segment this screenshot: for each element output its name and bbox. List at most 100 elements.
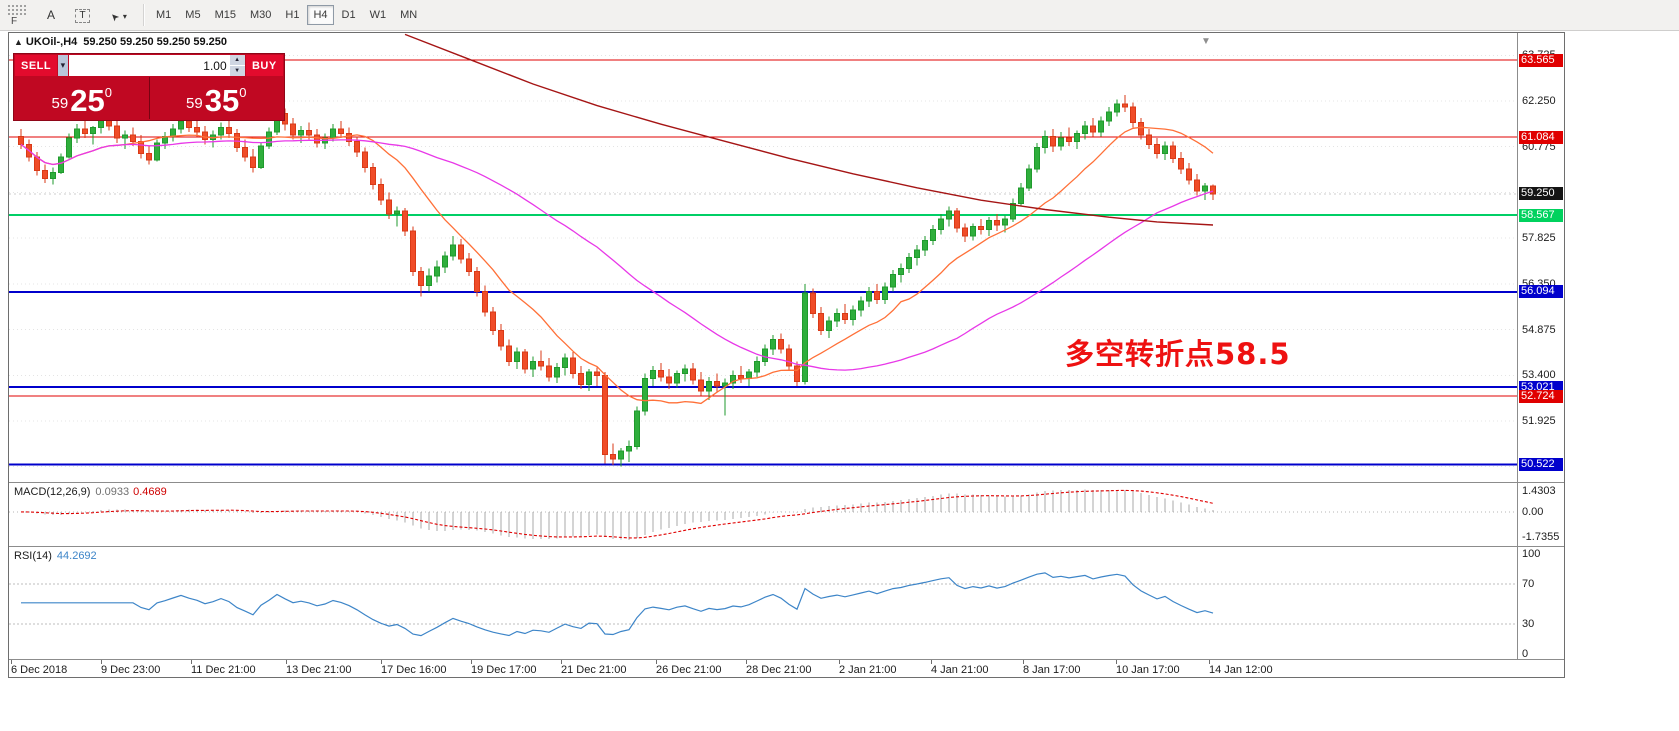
horizontal-level-lines[interactable]	[9, 59, 1517, 466]
time-axis-label: 10 Jan 17:00	[1116, 664, 1180, 676]
volume-decrement-button[interactable]: ▼	[229, 66, 245, 76]
time-tick	[191, 660, 192, 664]
time-tick	[931, 660, 932, 664]
toolbar-grip-icon[interactable]	[7, 4, 27, 15]
time-axis-label: 28 Dec 21:00	[746, 664, 812, 676]
time-tick	[381, 660, 382, 664]
price-chart-svg[interactable]	[9, 33, 1517, 482]
ma-slowest-line	[404, 33, 1214, 226]
timeframe-button-M15[interactable]: M15	[209, 5, 242, 25]
rsi-chart-svg	[9, 572, 1517, 637]
timeframe-button-W1[interactable]: W1	[364, 5, 393, 25]
macd-axis-label: 0.00	[1522, 506, 1544, 518]
price-axis: 63.72562.25060.77557.82556.35054.87553.4…	[1518, 33, 1563, 482]
annotation-text: 多空转折点58.5	[1065, 337, 1291, 371]
text-label-tool-button[interactable]: T	[68, 3, 96, 27]
volume-field: ▲ ▼	[68, 55, 245, 76]
timeframe-button-M30[interactable]: M30	[244, 5, 277, 25]
chart-title: ▲ UKOil-,H4 59.250 59.250 59.250 59.250	[14, 36, 228, 48]
timeframe-button-H4[interactable]: H4	[307, 5, 334, 25]
timeframe-button-M5[interactable]: M5	[179, 5, 206, 25]
timeframe-button-M1[interactable]: M1	[150, 5, 177, 25]
macd-histogram	[28, 489, 1214, 540]
time-tick	[286, 660, 287, 664]
price-axis-label: 54.875	[1522, 323, 1556, 336]
sell-price-button[interactable]: 59 25 0	[51, 83, 112, 118]
ma-slow-line	[20, 139, 1214, 371]
time-tick	[101, 660, 102, 664]
price-badge: 52.724	[1519, 389, 1563, 403]
timeframe-button-D1[interactable]: D1	[336, 5, 362, 25]
buy-button[interactable]: BUY	[245, 55, 283, 76]
time-axis[interactable]: 6 Dec 2018 9 Dec 23:00 11 Dec 21:00 13 Dec …	[9, 660, 1517, 677]
time-axis-separator	[9, 659, 1564, 660]
scroll-to-end-icon[interactable]: ▼	[1201, 36, 1211, 47]
macd-axis-label: -1.7355	[1522, 531, 1560, 543]
price-badge: 58.567	[1519, 208, 1563, 222]
rsi-axis: 100 70 30 0	[1518, 547, 1563, 660]
volume-input[interactable]	[68, 55, 230, 76]
macd-axis-label: 1.4303	[1522, 485, 1556, 497]
sell-button[interactable]: SELL	[15, 55, 58, 76]
macd-panel-splitter[interactable]	[9, 482, 1564, 483]
price-axis-label: 51.925	[1522, 415, 1556, 427]
time-axis-label: 2 Jan 21:00	[839, 664, 897, 676]
time-tick	[839, 660, 840, 664]
cursor-tool-button[interactable]: ➤ ▾	[100, 3, 138, 27]
macd-label: MACD(12,26,9) 0.0933 0.4689	[14, 486, 167, 498]
letter-a-icon: A	[46, 8, 55, 22]
price-divider	[148, 77, 150, 119]
price-chart-area[interactable]	[9, 33, 1517, 482]
timeframe-button-MN[interactable]: MN	[394, 5, 423, 25]
volume-increment-button[interactable]: ▲	[229, 55, 245, 65]
cursor-tool-icon: ➤	[108, 9, 123, 24]
macd-axis: 1.4303 0.00 -1.7355	[1518, 483, 1563, 546]
toolbar-overflow-label: F	[11, 16, 18, 27]
rsi-axis-label: 30	[1522, 618, 1535, 630]
rsi-panel-splitter[interactable]	[9, 546, 1564, 547]
price-axis-label: 62.250	[1522, 95, 1556, 107]
time-axis-label: 17 Dec 16:00	[381, 664, 447, 676]
time-tick	[561, 660, 562, 664]
price-axis-separator	[1517, 33, 1518, 660]
time-tick	[471, 660, 472, 664]
rsi-axis-label: 100	[1522, 548, 1541, 560]
time-tick	[746, 660, 747, 664]
rsi-panel[interactable]: RSI(14) 44.2692	[9, 547, 1517, 659]
chart-window: ▲ UKOil-,H4 59.250 59.250 59.250 59.250 ▼ …	[8, 32, 1565, 678]
rsi-axis-label: 0	[1522, 648, 1529, 660]
time-tick	[1116, 660, 1117, 664]
time-axis-label: 13 Dec 21:00	[286, 664, 352, 676]
time-axis-label: 6 Dec 2018	[11, 664, 68, 676]
time-tick	[656, 660, 657, 664]
volume-dropdown-button[interactable]: ▾	[58, 55, 68, 76]
time-axis-label: 9 Dec 23:00	[101, 664, 161, 676]
buy-price-button[interactable]: 59 35 0	[186, 83, 247, 118]
price-badge: 59.250	[1519, 187, 1563, 201]
candles-series	[18, 94, 1216, 467]
rsi-value: 44.2692	[56, 550, 97, 562]
time-axis-label: 14 Jan 12:00	[1209, 664, 1273, 676]
grid-lines	[9, 54, 1517, 468]
time-tick	[1209, 660, 1210, 664]
macd-main-value: 0.0933	[95, 486, 130, 498]
price-badge: 56.094	[1519, 285, 1563, 299]
macd-chart-svg	[9, 489, 1517, 540]
text-annotation-tool-button[interactable]: A	[38, 3, 64, 27]
top-toolbar: F A T ➤ ▾ M1 M5 M15 M30 H1 H4 D1 W1 MN	[0, 0, 1679, 31]
time-tick	[1023, 660, 1024, 664]
time-tick	[11, 660, 12, 664]
price-badge: 50.522	[1519, 457, 1563, 471]
time-axis-label: 8 Jan 17:00	[1023, 664, 1081, 676]
timeframe-button-H1[interactable]: H1	[279, 5, 305, 25]
rsi-label: RSI(14) 44.2692	[14, 550, 97, 562]
macd-signal-line	[20, 489, 1214, 539]
macd-panel[interactable]: MACD(12,26,9) 0.0933 0.4689	[9, 483, 1517, 546]
toolbar-separator	[143, 4, 145, 26]
ma-fast-line	[20, 126, 1214, 405]
chevron-down-icon: ▾	[122, 12, 127, 21]
time-axis-label: 11 Dec 21:00	[191, 664, 256, 676]
chevron-down-icon: ▾	[60, 60, 66, 70]
price-up-arrow-icon: ▲	[14, 37, 23, 47]
